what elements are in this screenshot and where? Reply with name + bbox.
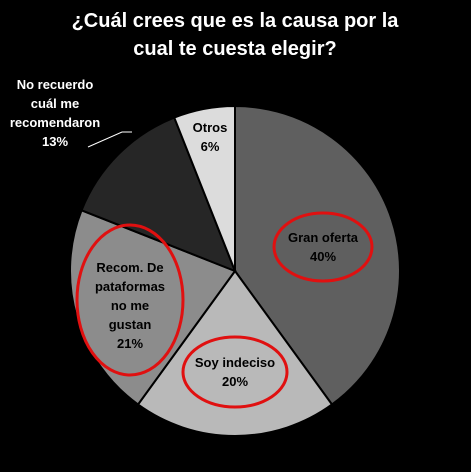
highlight-circles (75, 211, 374, 409)
highlight-circle-2 (75, 223, 185, 377)
pie-slice-2 (69, 208, 237, 406)
pie-slices (69, 104, 401, 438)
slice-label-line-3-1: cuál me (31, 96, 79, 111)
slice-value-3: 13% (42, 134, 68, 149)
highlight-circle-0 (272, 211, 374, 283)
pie-slice-3 (80, 116, 237, 273)
pie-slice-4 (172, 104, 236, 272)
slice-value-2: 21% (117, 336, 143, 351)
slice-label-line-2-1: pataformas (95, 279, 165, 294)
chart-title-line-2: cual te cuesta elegir? (133, 38, 336, 60)
slice-label-0: Gran oferta 40% (288, 230, 359, 264)
slice-label-line-1-0: Soy indeciso (195, 355, 275, 370)
highlight-circle-1 (181, 335, 289, 409)
slice-label-4: Otros 6% (193, 120, 228, 154)
slice-value-1: 20% (222, 374, 248, 389)
chart-title-line-1: ¿Cuál crees que es la causa por la (72, 10, 400, 32)
slice-label-line-3-0: No recuerdo (17, 77, 94, 92)
leader-lines (87, 131, 132, 148)
slice-label-line-2-0: Recom. De (96, 260, 163, 275)
slice-label-line-4-0: Otros (193, 120, 228, 135)
slice-labels: Gran oferta 40% Soy indeciso 20% Recom. De pa… (10, 77, 359, 389)
slice-value-0: 40% (310, 249, 336, 264)
slice-label-line-3-2: recomendaron (10, 115, 100, 130)
slice-label-line-2-2: no me (111, 298, 149, 313)
pie-slice-1 (136, 269, 334, 438)
pie-slice-0 (234, 104, 401, 406)
leader-line-3 (87, 131, 132, 148)
slice-label-1: Soy indeciso 20% (195, 355, 275, 389)
slice-label-2: Recom. De pataformas no me gustan 21% (95, 260, 165, 351)
slice-label-line-0-0: Gran oferta (288, 230, 359, 245)
slice-label-3: No recuerdo cuál me recomendaron 13% (10, 77, 100, 149)
slice-label-line-2-3: gustan (109, 317, 152, 332)
slice-value-4: 6% (201, 139, 220, 154)
